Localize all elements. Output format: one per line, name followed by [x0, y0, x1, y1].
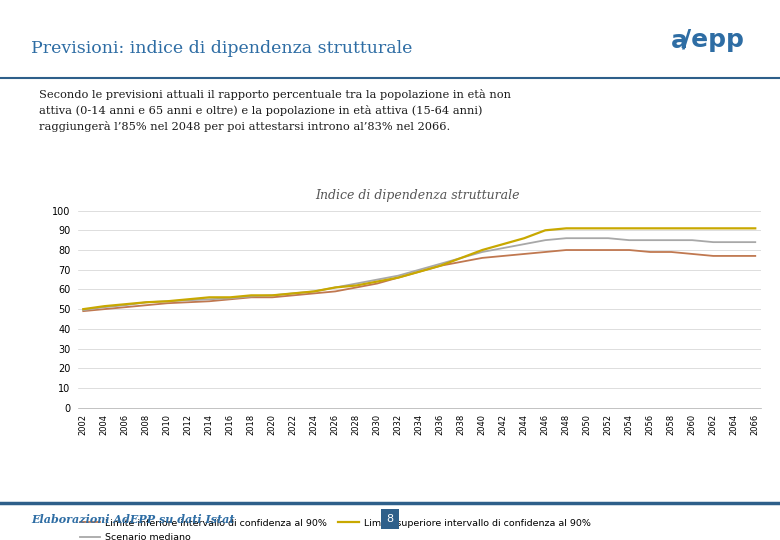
- Text: Previsioni: indice di dipendenza strutturale: Previsioni: indice di dipendenza struttu…: [31, 40, 413, 57]
- Text: Secondo le previsioni attuali il rapporto percentuale tra la popolazione in età : Secondo le previsioni attuali il rapport…: [39, 89, 511, 132]
- Text: a: a: [671, 29, 688, 52]
- Legend: Limite inferiore intervallo di confidenza al 90%, Scenario mediano, Limite super: Limite inferiore intervallo di confidenz…: [76, 515, 594, 540]
- Text: Indice di dipendenza strutturale: Indice di dipendenza strutturale: [315, 190, 519, 202]
- Text: Elaborazioni AdEPP su dati Istat: Elaborazioni AdEPP su dati Istat: [31, 514, 235, 525]
- Text: /epp: /epp: [682, 29, 744, 52]
- Text: 8: 8: [386, 515, 394, 524]
